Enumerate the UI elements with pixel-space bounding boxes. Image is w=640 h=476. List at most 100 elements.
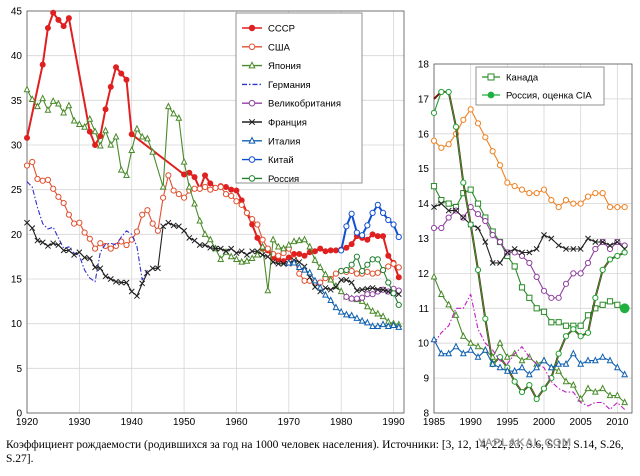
series-line <box>433 293 626 411</box>
data-point <box>76 219 83 226</box>
x-tick-label: 1940 <box>121 417 144 428</box>
data-point <box>364 236 371 243</box>
y-tick-label: 15 <box>418 164 430 175</box>
data-point <box>584 312 592 319</box>
data-point <box>191 185 198 192</box>
data-point <box>44 24 51 31</box>
data-point <box>621 398 629 406</box>
data-point <box>311 248 318 255</box>
data-point <box>24 219 30 226</box>
data-point <box>44 176 52 183</box>
data-point <box>353 229 360 236</box>
data-point <box>555 366 563 374</box>
data-point <box>613 363 621 371</box>
data-point <box>34 237 41 244</box>
data-point <box>562 197 570 204</box>
y-tick-label: 8 <box>423 409 429 420</box>
data-point <box>533 363 541 371</box>
data-point <box>569 349 577 357</box>
data-point <box>555 359 563 367</box>
legend-entry-италия: Италия <box>242 136 300 147</box>
data-point <box>86 128 93 135</box>
data-point <box>65 101 73 109</box>
data-point <box>175 113 183 121</box>
data-point <box>342 310 350 318</box>
data-point <box>540 186 548 193</box>
data-point <box>343 223 350 230</box>
data-point <box>348 279 355 286</box>
data-point <box>430 335 438 343</box>
data-point <box>496 162 504 169</box>
data-point <box>555 203 562 211</box>
series-россия <box>430 88 628 403</box>
data-point <box>270 259 277 265</box>
data-point <box>65 247 72 254</box>
data-point <box>489 352 497 360</box>
data-point <box>60 199 67 207</box>
data-point <box>107 140 115 148</box>
data-point <box>117 165 125 173</box>
data-point <box>175 191 182 198</box>
data-point <box>254 221 261 228</box>
data-point <box>228 186 235 193</box>
data-point <box>599 190 606 197</box>
x-tick-label: 1995 <box>496 417 519 428</box>
data-point <box>202 172 209 179</box>
x-tick-label: 1970 <box>278 417 301 428</box>
data-point <box>107 83 114 90</box>
data-point <box>599 239 606 245</box>
data-point <box>60 23 67 30</box>
data-point <box>285 258 293 266</box>
data-point <box>149 220 156 227</box>
data-point <box>348 241 355 248</box>
series-япония <box>23 85 403 328</box>
data-point <box>379 266 387 274</box>
data-point <box>91 245 99 252</box>
data-point <box>301 235 308 243</box>
data-point <box>438 224 445 232</box>
data-point <box>123 241 130 249</box>
data-point <box>44 105 52 113</box>
y-tick-label: 5 <box>16 364 22 375</box>
data-point <box>459 349 467 357</box>
data-point <box>201 230 209 237</box>
data-point <box>175 223 182 230</box>
data-point <box>364 285 371 292</box>
data-point <box>482 134 489 141</box>
data-point <box>92 141 99 148</box>
x-tick-label: 2005 <box>570 417 593 428</box>
data-point <box>29 158 36 166</box>
data-point <box>343 266 350 274</box>
data-point <box>248 254 256 262</box>
data-point <box>503 352 511 360</box>
data-point <box>585 235 591 242</box>
data-point <box>243 209 251 216</box>
data-point <box>353 314 361 321</box>
data-point <box>207 186 214 193</box>
data-point <box>202 242 208 249</box>
data-point <box>430 224 438 232</box>
data-point <box>207 180 214 187</box>
data-point <box>81 229 88 236</box>
data-point <box>430 272 438 280</box>
data-point <box>430 109 438 116</box>
data-point <box>228 192 235 200</box>
data-point <box>180 194 188 201</box>
data-point <box>196 216 204 224</box>
data-point <box>379 209 387 216</box>
data-point <box>606 203 614 211</box>
data-point <box>460 179 467 186</box>
data-point <box>306 242 314 250</box>
data-point <box>384 322 392 329</box>
data-point <box>460 116 467 123</box>
data-point <box>359 286 366 293</box>
legend-entry-великобритания: Великобритания <box>242 99 341 110</box>
data-point <box>280 244 287 252</box>
data-point <box>222 183 229 190</box>
series-германия <box>433 293 626 411</box>
data-point <box>364 222 371 229</box>
data-point <box>614 301 621 308</box>
data-point <box>301 265 308 273</box>
data-point <box>474 342 482 350</box>
data-point <box>28 95 36 103</box>
